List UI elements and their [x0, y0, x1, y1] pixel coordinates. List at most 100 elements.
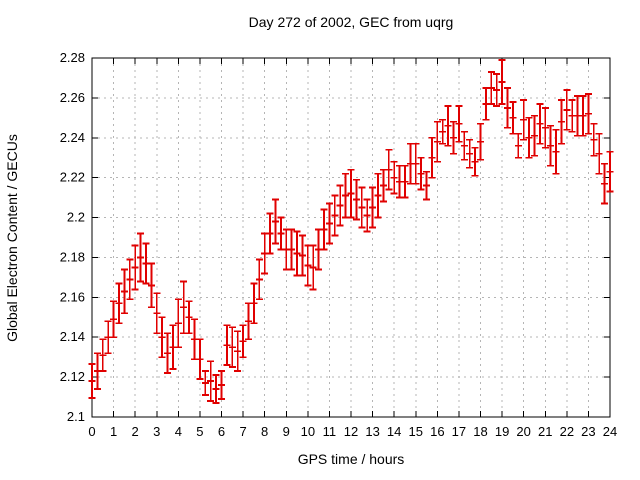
error-bar [218, 370, 225, 400]
error-bar [331, 194, 339, 237]
error-bar [255, 258, 263, 301]
error-bar [590, 122, 598, 157]
x-tick-label: 24 [603, 424, 617, 439]
y-tick-label: 2.28 [60, 50, 85, 65]
error-bar [563, 89, 571, 131]
y-tick-label: 2.24 [60, 130, 85, 145]
x-tick-label: 15 [409, 424, 423, 439]
error-bar [201, 370, 209, 396]
error-bar [547, 124, 555, 167]
y-tick-label: 2.12 [60, 369, 85, 384]
x-tick-label: 17 [452, 424, 466, 439]
error-bar [358, 186, 366, 229]
x-tick-label: 5 [196, 424, 203, 439]
error-bar [444, 104, 452, 147]
error-bar [352, 178, 360, 221]
error-bar [239, 324, 247, 359]
error-bar [552, 128, 560, 175]
y-tick-label: 2.22 [60, 170, 85, 185]
error-bar [180, 280, 188, 335]
error-bar [266, 212, 274, 255]
error-bar [336, 184, 344, 227]
error-bar [584, 93, 592, 135]
error-bar [120, 268, 128, 315]
y-tick-label: 2.14 [60, 329, 85, 344]
x-tick-label: 20 [516, 424, 530, 439]
error-bar [477, 122, 484, 161]
error-bar [498, 59, 506, 105]
error-bar [390, 160, 398, 195]
error-bar [520, 98, 528, 141]
y-tick-label: 2.16 [60, 289, 85, 304]
error-bar [417, 156, 425, 191]
error-bar [298, 234, 306, 277]
x-tick-label: 1 [110, 424, 117, 439]
error-bar [450, 120, 458, 155]
error-bar-series [88, 59, 614, 404]
x-tick-label: 21 [538, 424, 552, 439]
error-bar [493, 73, 501, 107]
error-bar [374, 172, 382, 219]
grid-lines [92, 58, 610, 417]
y-tick-label: 2.26 [60, 90, 85, 105]
x-tick-label: 11 [323, 424, 337, 439]
error-bar [207, 360, 215, 402]
error-bar [412, 142, 420, 185]
error-bar [439, 118, 447, 145]
error-bar [164, 332, 172, 375]
x-tick-label: 4 [175, 424, 182, 439]
error-bar [606, 150, 614, 193]
error-bar [541, 106, 549, 149]
error-bar [99, 338, 107, 373]
error-bar [288, 228, 296, 271]
error-bar [110, 300, 118, 339]
x-tick-label: 3 [153, 424, 160, 439]
x-tick-label: 12 [344, 424, 358, 439]
error-bar [131, 244, 139, 291]
error-bar [487, 71, 495, 105]
error-bar [304, 244, 312, 287]
x-tick-label: 2 [132, 424, 139, 439]
error-bar [137, 232, 145, 283]
error-bar [433, 120, 441, 163]
error-bar [455, 104, 463, 143]
error-bar [169, 324, 177, 371]
x-tick-label: 10 [301, 424, 315, 439]
error-bar [158, 316, 166, 359]
error-bar [250, 282, 258, 325]
x-tick-label: 19 [495, 424, 509, 439]
x-tick-labels: 0 1 2 3 4 5 6 7 8 9 10 11 12 13 14 15 16 17 18 19 20 21 22 23 24 [88, 424, 617, 439]
y-tick-labels: 2.1 2.12 2.14 2.16 2.18 2.2 2.22 2.24 2.26 2.28 [60, 50, 85, 424]
error-bar [126, 258, 134, 301]
error-bar [293, 230, 301, 277]
error-bar [471, 146, 479, 177]
x-tick-label: 6 [218, 424, 225, 439]
axis-ticks [91, 57, 611, 418]
error-bar [530, 114, 538, 157]
error-bar [185, 300, 193, 335]
error-bar [466, 138, 474, 169]
x-tick-label: 0 [88, 424, 95, 439]
x-tick-label: 14 [387, 424, 401, 439]
error-bar [460, 130, 468, 161]
error-bar [309, 244, 317, 291]
x-tick-label: 9 [283, 424, 290, 439]
y-tick-label: 2.1 [67, 409, 85, 424]
plot-frame [91, 57, 611, 418]
error-bar [196, 338, 204, 381]
error-bar [423, 170, 431, 201]
error-bar [234, 330, 242, 373]
error-bar [369, 186, 377, 229]
error-bar [228, 326, 236, 369]
error-bar [514, 132, 522, 159]
error-bar [88, 363, 96, 399]
error-bar [212, 374, 220, 404]
error-bar [601, 162, 609, 205]
error-bar [536, 102, 544, 145]
error-bar [385, 148, 393, 191]
x-tick-label: 13 [365, 424, 379, 439]
x-tick-label: 7 [239, 424, 246, 439]
x-tick-label: 16 [430, 424, 444, 439]
